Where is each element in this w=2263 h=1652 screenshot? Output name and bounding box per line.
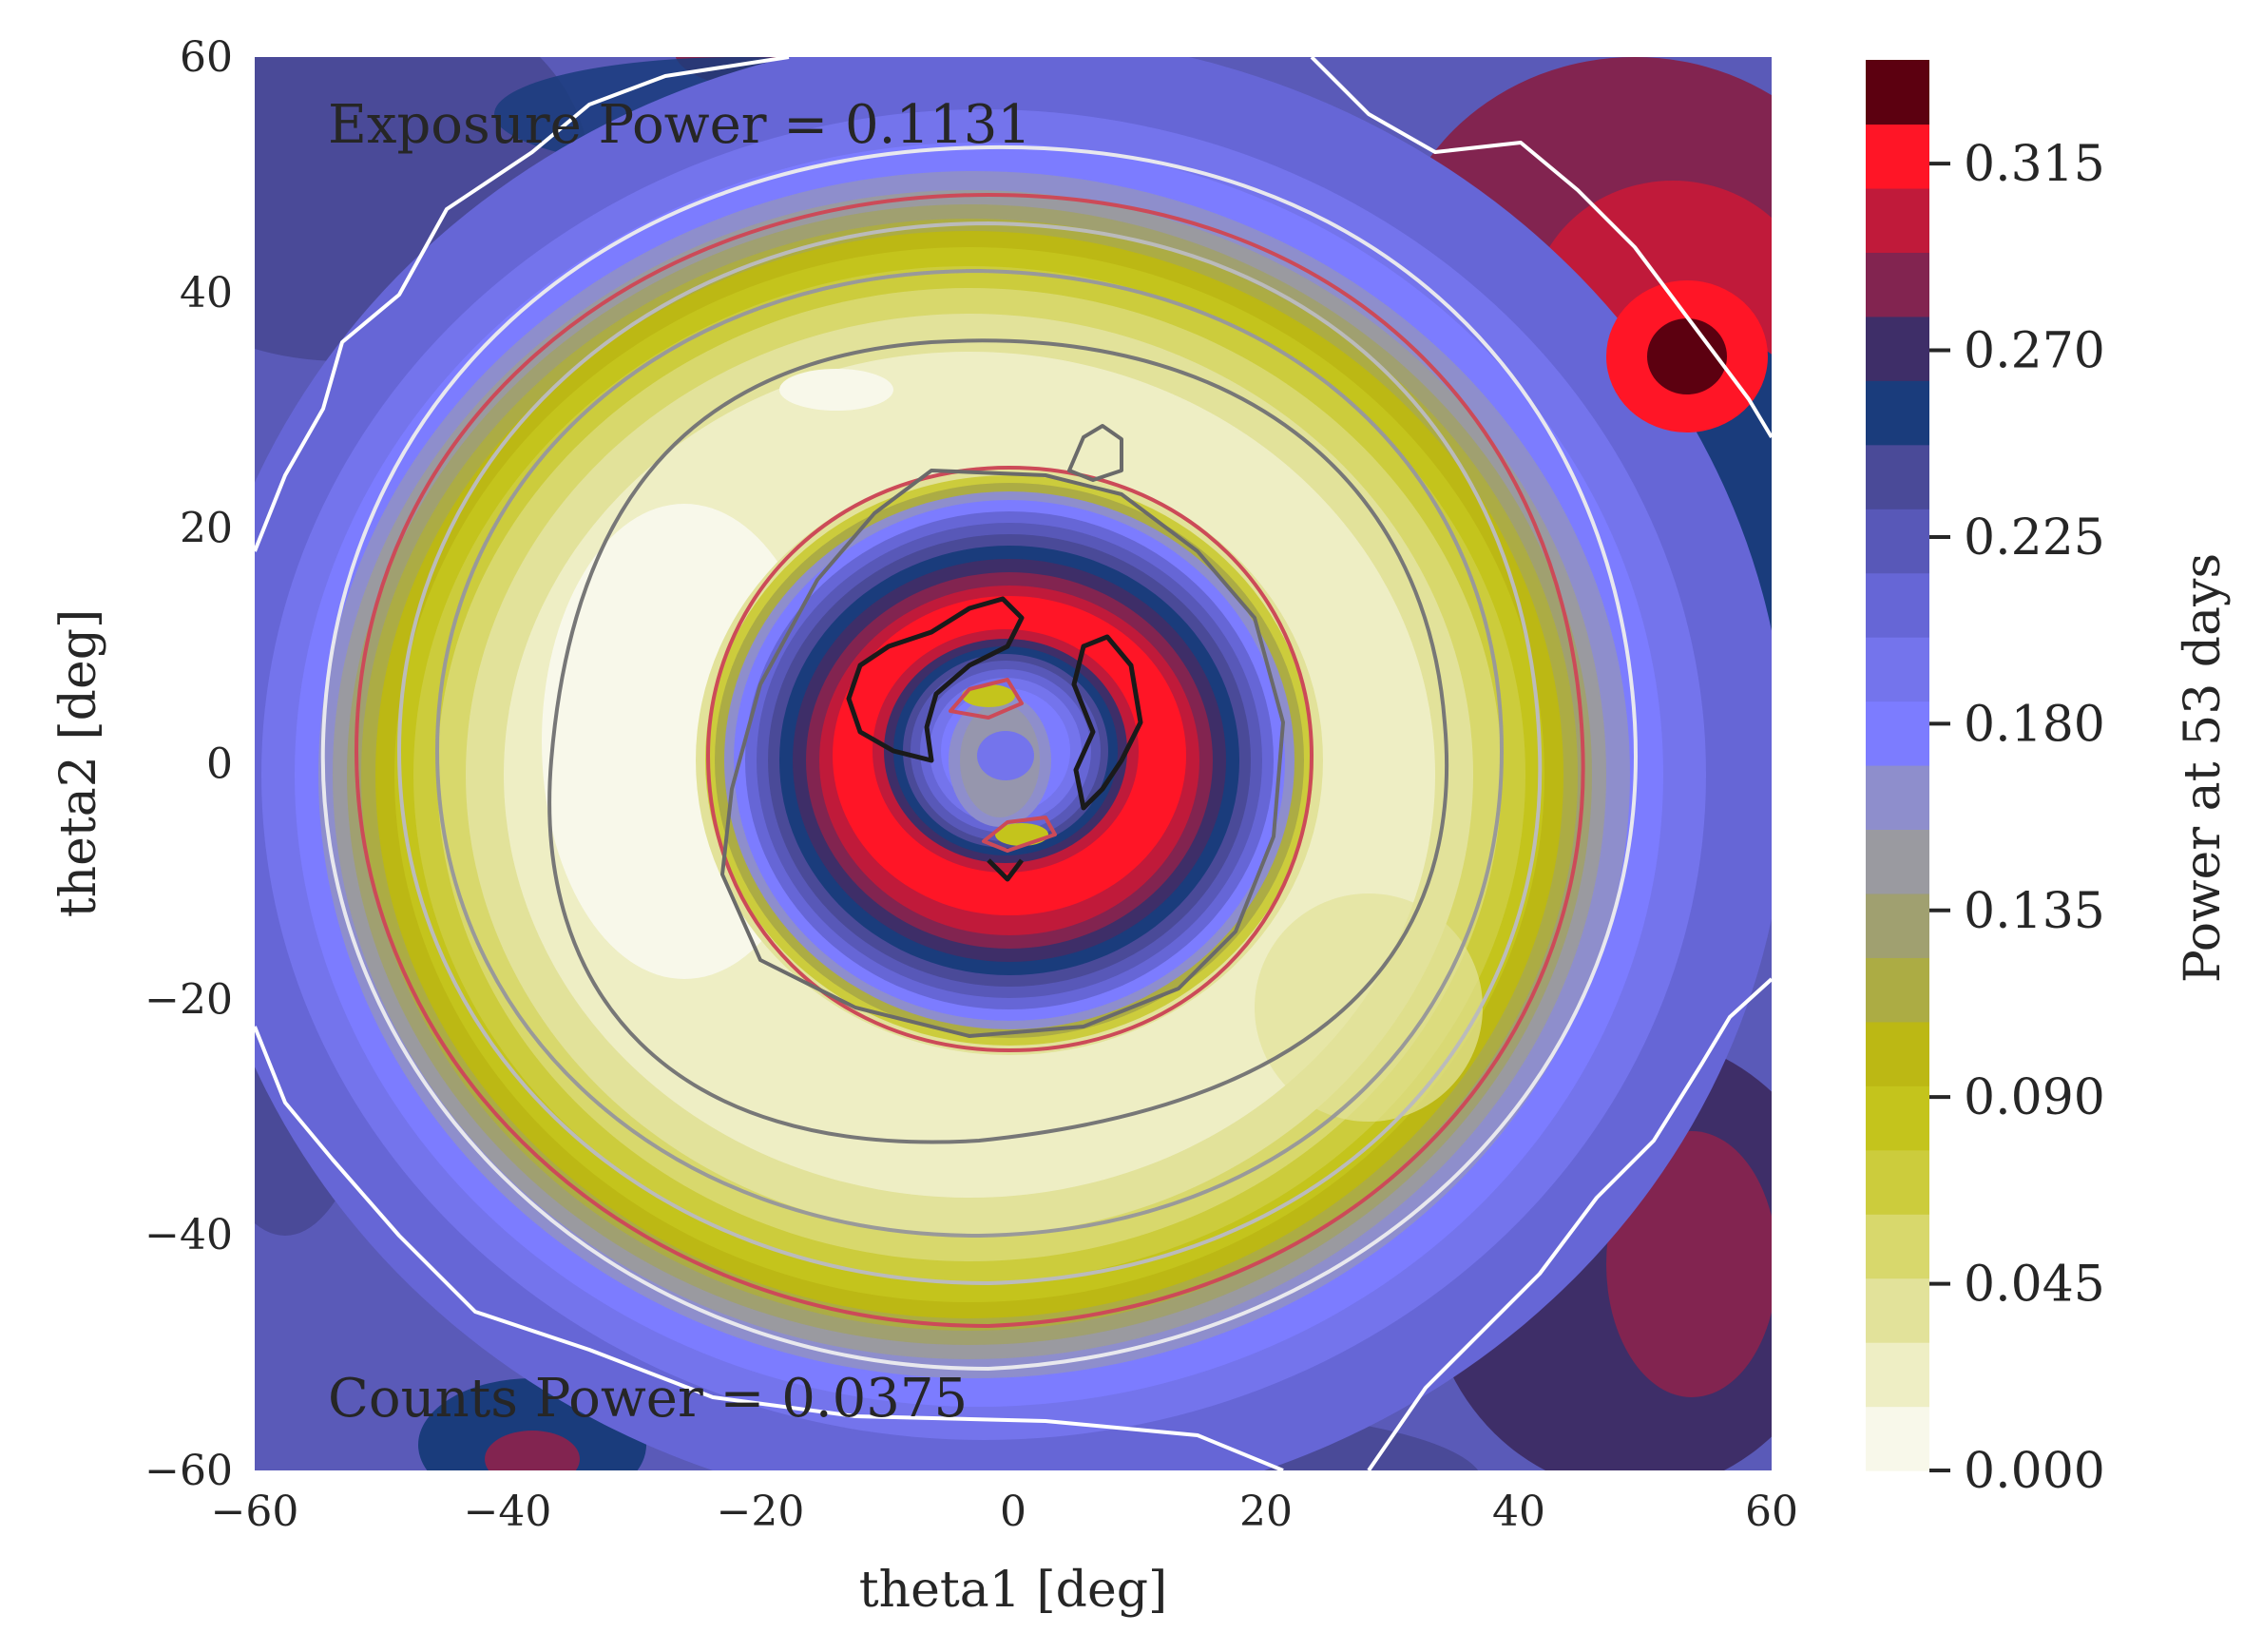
- contour-plot-area: [255, 57, 1772, 1470]
- contour-white-inner: [320, 144, 1638, 1371]
- band-bottom-right-red: [1606, 1131, 1772, 1397]
- y-axis: 60 40 20 0 −20 −40 −60: [144, 33, 233, 1495]
- counts-power-annotation: Counts Power = 0.0375: [328, 1368, 968, 1430]
- contour-darkgray-4: [720, 469, 1285, 1038]
- colorbar-level: [1866, 1342, 1929, 1408]
- colorbar-label: Power at 53 days: [2175, 553, 2232, 983]
- x-tick-label: 0: [1000, 1488, 1026, 1536]
- x-tick-label: 60: [1745, 1488, 1798, 1536]
- y-tick-label: −60: [144, 1447, 233, 1495]
- y-tick-label: 0: [206, 740, 233, 789]
- colorbar-tick-label: 0.045: [1964, 1257, 2105, 1314]
- exposure-power-annotation: Exposure Power = 0.1131: [328, 94, 1031, 156]
- contour-red-center-bottom: [982, 816, 1057, 853]
- colorbar-tick-label: 0.315: [1964, 136, 2105, 193]
- colorbar-tick-label: 0.090: [1964, 1069, 2105, 1126]
- contour-black-bottom: [987, 858, 1024, 882]
- colorbar: [1866, 60, 1929, 1471]
- x-tick-label: −20: [717, 1488, 805, 1536]
- x-tick-label: 40: [1492, 1488, 1545, 1536]
- colorbar-level: [1866, 701, 1929, 766]
- contour-red-inner: [706, 466, 1314, 1052]
- colorbar-level: [1866, 509, 1929, 574]
- x-axis-label: theta1 [deg]: [859, 1562, 1168, 1619]
- y-tick-label: −20: [144, 975, 233, 1024]
- contour-white-outer-2: [255, 977, 1772, 1470]
- contour-gray-2: [435, 269, 1504, 1238]
- colorbar-tick-label: 0.180: [1964, 696, 2105, 753]
- contour-darkgray-3: [547, 338, 1449, 1144]
- center-yellow-top: [962, 684, 1015, 707]
- y-tick-label: 40: [180, 269, 233, 317]
- contour-lines: [255, 57, 1772, 1470]
- y-tick-label: −40: [144, 1211, 233, 1259]
- colorbar-tick-label: 0.000: [1964, 1443, 2105, 1500]
- colorbar-level: [1866, 187, 1929, 253]
- level-0.005-top: [779, 369, 893, 411]
- colorbar-level: [1866, 1149, 1929, 1215]
- colorbar-level: [1866, 765, 1929, 831]
- colorbar-tick-label: 0.225: [1964, 509, 2105, 567]
- contour-lightgray-1: [397, 221, 1543, 1285]
- contour-red-center-top: [949, 678, 1024, 720]
- y-axis-label: theta2 [deg]: [50, 609, 107, 918]
- colorbar-level: [1866, 252, 1929, 317]
- colorbar-level: [1866, 444, 1929, 509]
- colorbar-level: [1866, 572, 1929, 638]
- y-tick-label: 20: [180, 505, 233, 553]
- colorbar-level: [1866, 316, 1929, 381]
- hot-spot-0.340: [1647, 318, 1727, 394]
- center-peak: [977, 731, 1034, 780]
- contour-red-outer: [355, 193, 1585, 1328]
- colorbar-level: [1866, 1406, 1929, 1471]
- contour-black-right: [1071, 634, 1143, 811]
- colorbar-level: [1866, 829, 1929, 894]
- level-0.020-lower-right: [1255, 893, 1483, 1122]
- band-bottom-left-red: [485, 1431, 580, 1470]
- x-tick-label: −40: [464, 1488, 552, 1536]
- colorbar-level: [1866, 637, 1929, 702]
- hot-spot-top-right: [1606, 280, 1768, 432]
- colorbar-tick-label: 0.270: [1964, 323, 2105, 380]
- contour-black-left: [846, 596, 1025, 763]
- x-tick-label: −60: [211, 1488, 299, 1536]
- colorbar-level: [1866, 60, 1929, 125]
- colorbar-level: [1866, 380, 1929, 446]
- colorbar-level: [1866, 1085, 1929, 1151]
- colorbar-level: [1866, 1277, 1929, 1343]
- contour-white-outer-1: [255, 57, 1772, 552]
- colorbar-level: [1866, 1214, 1929, 1279]
- colorbar-level: [1866, 124, 1929, 189]
- inner-ring: [696, 466, 1323, 1055]
- colorbar-tick-label: 0.135: [1964, 883, 2105, 940]
- colorbar-level: [1866, 893, 1929, 958]
- colorbar-ticks: 0.315 0.270 0.225 0.180 0.135 0.090 0.045 0.000: [1929, 136, 2105, 1500]
- colorbar-level: [1866, 957, 1929, 1023]
- y-tick-label: 60: [180, 33, 233, 82]
- contour-darkgray-small: [1067, 424, 1123, 482]
- x-axis: −60 −40 −20 0 20 40 60: [211, 1488, 1798, 1536]
- x-tick-label: 20: [1239, 1488, 1293, 1536]
- colorbar-level: [1866, 1021, 1929, 1086]
